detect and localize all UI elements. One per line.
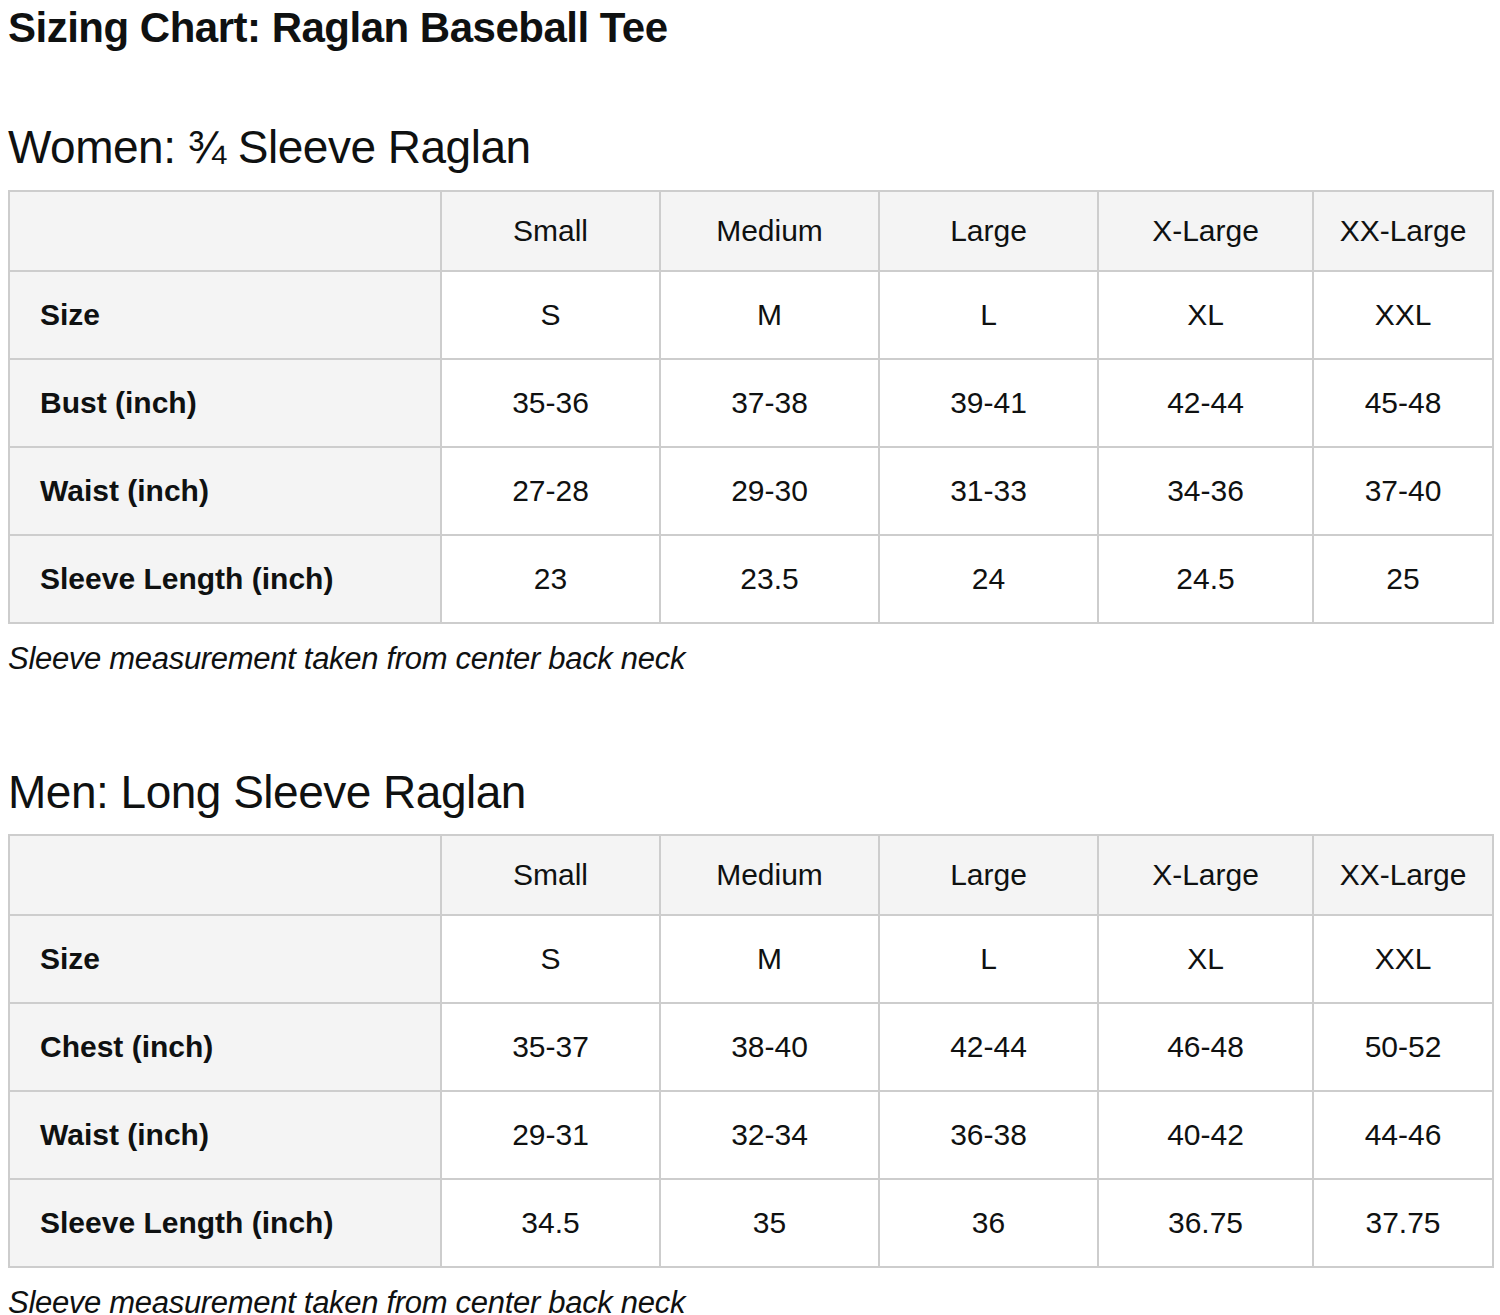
cell: 42-44 [1098, 359, 1313, 447]
cell: 45-48 [1313, 359, 1493, 447]
women-sleeve-note: Sleeve measurement taken from center bac… [8, 641, 1492, 677]
cell: 32-34 [660, 1091, 879, 1179]
row-label-sleeve-length: Sleeve Length (inch) [9, 535, 441, 623]
cell: L [879, 915, 1098, 1003]
row-label-sleeve-length: Sleeve Length (inch) [9, 1179, 441, 1267]
cell: XXL [1313, 915, 1493, 1003]
men-section: Men: Long Sleeve Raglan Small Medium Lar… [8, 769, 1492, 1315]
cell: 34-36 [1098, 447, 1313, 535]
table-row-size: Size S M L XL XXL [9, 271, 1493, 359]
column-header-small: Small [441, 191, 660, 271]
cell: 37-40 [1313, 447, 1493, 535]
table-row-bust: Bust (inch) 35-36 37-38 39-41 42-44 45-4… [9, 359, 1493, 447]
cell: 34.5 [441, 1179, 660, 1267]
column-header-xlarge: X-Large [1098, 191, 1313, 271]
cell: 37.75 [1313, 1179, 1493, 1267]
row-label-chest: Chest (inch) [9, 1003, 441, 1091]
table-row-sleeve-length: Sleeve Length (inch) 34.5 35 36 36.75 37… [9, 1179, 1493, 1267]
cell: XXL [1313, 271, 1493, 359]
table-row-waist: Waist (inch) 27-28 29-30 31-33 34-36 37-… [9, 447, 1493, 535]
cell: 44-46 [1313, 1091, 1493, 1179]
column-header-small: Small [441, 835, 660, 915]
column-header-medium: Medium [660, 835, 879, 915]
men-size-table: Small Medium Large X-Large XX-Large Size… [8, 834, 1494, 1268]
column-header-medium: Medium [660, 191, 879, 271]
corner-cell [9, 835, 441, 915]
cell: XL [1098, 915, 1313, 1003]
men-section-heading: Men: Long Sleeve Raglan [8, 769, 1492, 815]
cell: 23 [441, 535, 660, 623]
page-title: Sizing Chart: Raglan Baseball Tee [8, 6, 1492, 50]
cell: 36-38 [879, 1091, 1098, 1179]
cell: 36 [879, 1179, 1098, 1267]
column-header-xlarge: X-Large [1098, 835, 1313, 915]
cell: 35-36 [441, 359, 660, 447]
cell: XL [1098, 271, 1313, 359]
cell: 36.75 [1098, 1179, 1313, 1267]
women-section-heading: Women: ¾ Sleeve Raglan [8, 124, 1492, 170]
column-header-xxlarge: XX-Large [1313, 191, 1493, 271]
corner-cell [9, 191, 441, 271]
women-section: Women: ¾ Sleeve Raglan Small Medium Larg… [8, 124, 1492, 677]
table-header-row: Small Medium Large X-Large XX-Large [9, 191, 1493, 271]
row-label-size: Size [9, 915, 441, 1003]
cell: 38-40 [660, 1003, 879, 1091]
cell: 31-33 [879, 447, 1098, 535]
cell: 29-30 [660, 447, 879, 535]
cell: 40-42 [1098, 1091, 1313, 1179]
cell: 50-52 [1313, 1003, 1493, 1091]
cell: 24.5 [1098, 535, 1313, 623]
cell: 27-28 [441, 447, 660, 535]
table-header-row: Small Medium Large X-Large XX-Large [9, 835, 1493, 915]
cell: M [660, 271, 879, 359]
column-header-large: Large [879, 835, 1098, 915]
table-row-waist: Waist (inch) 29-31 32-34 36-38 40-42 44-… [9, 1091, 1493, 1179]
column-header-xxlarge: XX-Large [1313, 835, 1493, 915]
row-label-waist: Waist (inch) [9, 1091, 441, 1179]
cell: 46-48 [1098, 1003, 1313, 1091]
row-label-size: Size [9, 271, 441, 359]
column-header-large: Large [879, 191, 1098, 271]
cell: 24 [879, 535, 1098, 623]
table-row-chest: Chest (inch) 35-37 38-40 42-44 46-48 50-… [9, 1003, 1493, 1091]
cell: 39-41 [879, 359, 1098, 447]
row-label-bust: Bust (inch) [9, 359, 441, 447]
cell: M [660, 915, 879, 1003]
cell: 35-37 [441, 1003, 660, 1091]
cell: S [441, 915, 660, 1003]
cell: 42-44 [879, 1003, 1098, 1091]
cell: 23.5 [660, 535, 879, 623]
cell: S [441, 271, 660, 359]
men-sleeve-note: Sleeve measurement taken from center bac… [8, 1285, 1492, 1315]
cell: L [879, 271, 1098, 359]
women-size-table: Small Medium Large X-Large XX-Large Size… [8, 190, 1494, 624]
table-row-size: Size S M L XL XXL [9, 915, 1493, 1003]
cell: 35 [660, 1179, 879, 1267]
row-label-waist: Waist (inch) [9, 447, 441, 535]
cell: 37-38 [660, 359, 879, 447]
cell: 25 [1313, 535, 1493, 623]
cell: 29-31 [441, 1091, 660, 1179]
table-row-sleeve-length: Sleeve Length (inch) 23 23.5 24 24.5 25 [9, 535, 1493, 623]
